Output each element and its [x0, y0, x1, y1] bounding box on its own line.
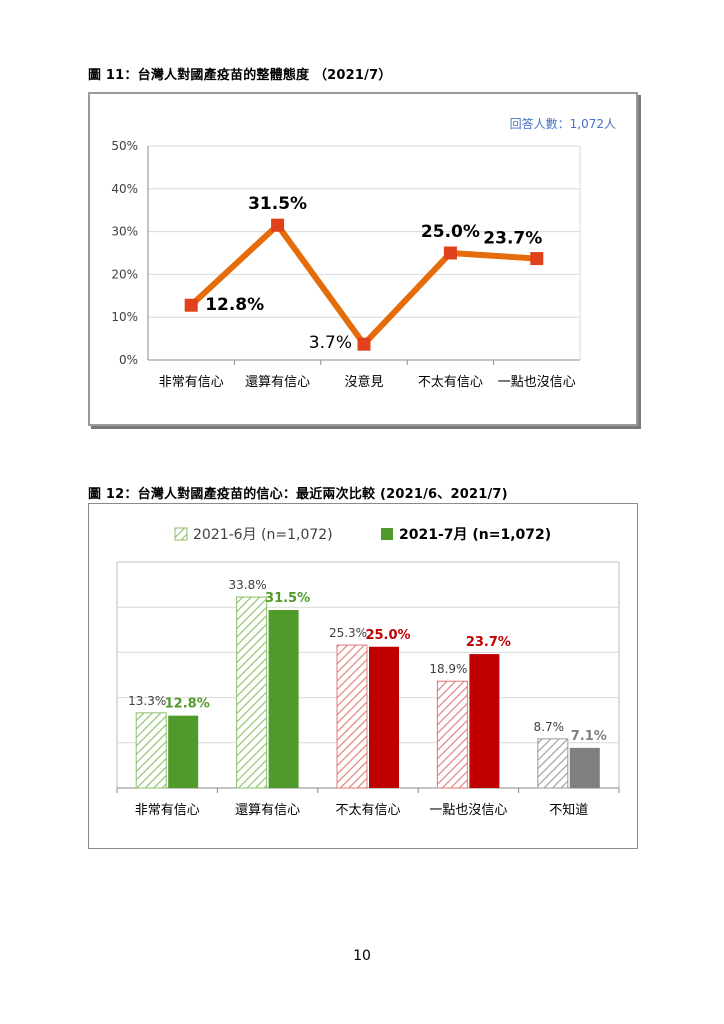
- bar-july: [369, 646, 399, 788]
- y-tick-label: 50%: [111, 139, 138, 153]
- x-category-label: 不知道: [549, 802, 588, 818]
- figure-11-caption: 圖 11：台灣人對國產疫苗的整體態度 （2021/7）: [88, 68, 392, 83]
- data-value-label: 23.7%: [483, 229, 542, 249]
- data-point-marker: [443, 246, 457, 260]
- data-point-marker: [530, 252, 544, 266]
- data-point-marker: [271, 218, 285, 232]
- y-tick-label: 0%: [119, 353, 138, 367]
- line-chart: 回答人數：1,072人 0% 10% 20% 30% 40% 50% 非常有信心 還算有信心…: [111, 116, 616, 390]
- value-label-july: 25.0%: [365, 628, 410, 643]
- bar-chart-frame: 2021-6月 (n=1,072) 2021-7月 (n=1,072) 13.3…: [88, 503, 638, 849]
- respondent-count-note: 回答人數：1,072人: [510, 116, 616, 131]
- bar-june: [135, 712, 167, 789]
- bar-june: [537, 738, 569, 789]
- x-category-label: 不太有信心: [335, 803, 400, 818]
- value-label-june: 18.9%: [429, 662, 467, 676]
- value-label-july: 12.8%: [165, 697, 210, 712]
- bar-july: [469, 654, 500, 788]
- data-value-label: 12.8%: [205, 295, 264, 315]
- bar-chart: 2021-6月 (n=1,072) 2021-7月 (n=1,072) 13.3…: [116, 527, 620, 818]
- x-category-label: 沒意見: [344, 374, 383, 390]
- bar-july: [569, 747, 600, 788]
- legend-swatch-june: [174, 527, 188, 541]
- data-value-label: 31.5%: [248, 194, 307, 214]
- y-tick-label: 30%: [111, 225, 138, 239]
- x-category-label: 一點也沒信心: [498, 375, 576, 390]
- data-point-marker: [184, 298, 198, 312]
- data-point-marker: [357, 337, 371, 351]
- figure-12-caption: 圖 12：台灣人對國產疫苗的信心：最近兩次比較 (2021/6、2021/7): [88, 487, 508, 502]
- value-label-june: 25.3%: [329, 626, 367, 640]
- line-chart-frame: 回答人數：1,072人 0% 10% 20% 30% 40% 50% 非常有信心 還算有信心…: [88, 92, 638, 426]
- value-label-june: 8.7%: [534, 720, 565, 734]
- page-number: 10: [353, 948, 371, 964]
- bar-july: [268, 610, 299, 788]
- x-category-label: 一點也沒信心: [429, 803, 507, 818]
- legend: 2021-6月 (n=1,072) 2021-7月 (n=1,072): [174, 527, 551, 543]
- x-category-label: 還算有信心: [235, 803, 300, 818]
- value-label-july: 31.5%: [265, 591, 310, 606]
- y-tick-label: 40%: [111, 182, 138, 196]
- bar-june: [336, 644, 368, 789]
- legend-swatch-july: [381, 528, 393, 540]
- x-category-label: 非常有信心: [159, 375, 224, 390]
- value-label-june: 13.3%: [128, 694, 166, 708]
- value-label-july: 7.1%: [571, 729, 607, 744]
- y-tick-label: 10%: [111, 310, 138, 324]
- bar-july: [168, 715, 199, 788]
- bar-june: [436, 680, 468, 789]
- bar-june: [236, 596, 268, 789]
- data-value-label: 3.7%: [309, 333, 352, 353]
- data-value-label: 25.0%: [421, 222, 480, 242]
- x-category-label: 非常有信心: [135, 803, 200, 818]
- x-category-label: 不太有信心: [418, 375, 483, 390]
- value-label-july: 23.7%: [466, 635, 511, 650]
- value-label-june: 33.8%: [229, 578, 267, 592]
- legend-label-june: 2021-6月 (n=1,072): [193, 527, 333, 543]
- legend-label-july: 2021-7月 (n=1,072): [399, 527, 551, 543]
- x-category-label: 還算有信心: [245, 375, 310, 390]
- y-tick-label: 20%: [111, 267, 138, 281]
